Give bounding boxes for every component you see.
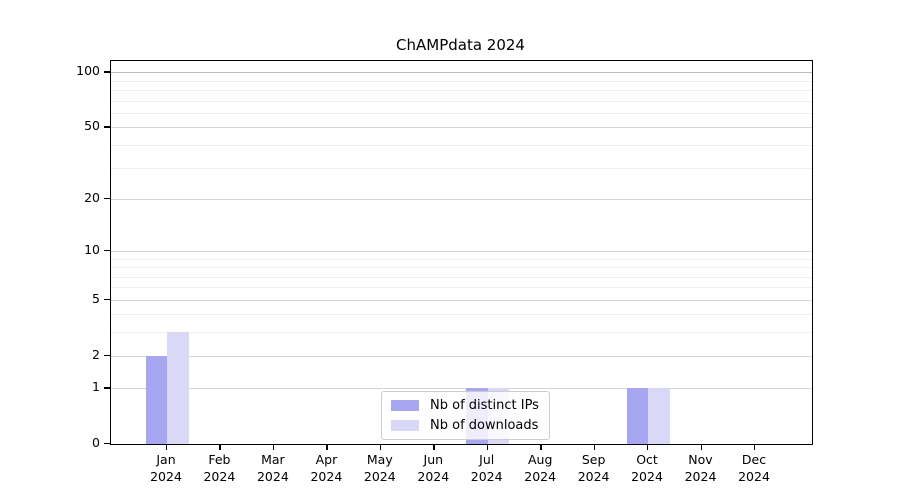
x-axis-tick-label: Nov 2024 xyxy=(684,452,717,484)
y-axis-tick-label: 10 xyxy=(84,241,100,257)
y-axis-tick xyxy=(104,197,110,200)
x-axis-tick-label: May 2024 xyxy=(363,452,396,484)
minor-gridline xyxy=(111,100,812,102)
bar-nb-of-downloads-oct xyxy=(648,388,670,444)
bar-nb-of-distinct-ips-jan xyxy=(145,355,167,444)
legend-label-downloads: Nb of downloads xyxy=(430,418,539,433)
x-axis-tick-label: Jun 2024 xyxy=(417,452,450,484)
bar-nb-of-downloads-jan xyxy=(167,332,189,444)
x-axis-tick xyxy=(326,444,328,450)
x-axis-tick-label: Aug 2024 xyxy=(524,452,557,484)
y-axis-tick-label: 2 xyxy=(92,346,100,362)
y-axis-tick xyxy=(104,126,110,128)
minor-gridline xyxy=(111,287,812,289)
minor-gridline xyxy=(111,145,812,146)
y-axis-tick-label: 100 xyxy=(76,63,100,79)
major-gridline xyxy=(111,198,812,200)
y-axis-tick xyxy=(104,387,110,389)
y-axis-tick xyxy=(104,249,110,252)
x-axis-tick-label: Dec 2024 xyxy=(738,452,770,484)
x-axis-tick-label: Oct 2024 xyxy=(631,452,663,484)
plot-area: Nb of distinct IPs Nb of downloads xyxy=(110,60,813,445)
legend: Nb of distinct IPs Nb of downloads xyxy=(381,391,550,440)
x-axis-tick xyxy=(754,444,756,450)
minor-gridline xyxy=(111,332,812,334)
x-axis-tick xyxy=(540,444,542,450)
legend-entry-downloads: Nb of downloads xyxy=(391,418,539,433)
major-gridline xyxy=(111,72,812,74)
x-axis-tick xyxy=(379,444,382,450)
minor-gridline xyxy=(111,267,812,269)
x-axis-tick xyxy=(433,444,435,450)
minor-gridline xyxy=(111,167,812,169)
x-axis-tick-label: Jan 2024 xyxy=(150,452,182,484)
minor-gridline xyxy=(111,90,812,92)
x-axis-tick xyxy=(219,444,221,450)
x-axis-tick-label: Jul 2024 xyxy=(470,452,503,484)
major-gridline xyxy=(111,388,812,390)
x-axis-tick xyxy=(700,444,702,450)
x-axis-tick xyxy=(272,444,275,450)
y-axis-tick xyxy=(104,298,110,301)
x-axis-tick-label: Mar 2024 xyxy=(256,452,289,484)
minor-gridline xyxy=(111,258,812,260)
x-axis-tick xyxy=(486,444,489,450)
legend-swatch-distinct-ips xyxy=(391,400,419,411)
x-axis-tick xyxy=(166,444,168,450)
legend-entry-distinct-ips: Nb of distinct IPs xyxy=(391,398,539,413)
y-axis-tick-label: 20 xyxy=(84,189,100,205)
y-axis-tick xyxy=(104,71,110,73)
x-axis-tick-label: Apr 2024 xyxy=(310,452,343,484)
y-axis-tick-label: 5 xyxy=(92,290,100,306)
x-axis-tick-label: Feb 2024 xyxy=(203,452,236,484)
legend-swatch-downloads xyxy=(391,420,419,431)
y-axis-tick-label: 1 xyxy=(92,379,100,395)
y-axis-tick xyxy=(104,443,110,445)
major-gridline xyxy=(111,127,812,129)
legend-label-distinct-ips: Nb of distinct IPs xyxy=(430,398,539,413)
bar-nb-of-distinct-ips-oct xyxy=(626,388,648,444)
chart-title: ChAMPdata 2024 xyxy=(396,36,525,54)
major-gridline xyxy=(111,355,812,357)
x-axis-tick xyxy=(647,444,649,450)
x-axis-tick-label: Sep 2024 xyxy=(577,452,610,484)
y-axis-tick-label: 0 xyxy=(92,435,100,450)
minor-gridline xyxy=(111,276,812,278)
y-axis-tick-label: 50 xyxy=(84,118,100,134)
minor-gridline xyxy=(111,80,812,82)
x-axis-tick xyxy=(593,444,595,450)
minor-gridline xyxy=(111,113,812,114)
y-axis-tick xyxy=(104,354,110,356)
major-gridline xyxy=(111,299,812,301)
major-gridline xyxy=(111,250,812,252)
minor-gridline xyxy=(111,314,812,316)
